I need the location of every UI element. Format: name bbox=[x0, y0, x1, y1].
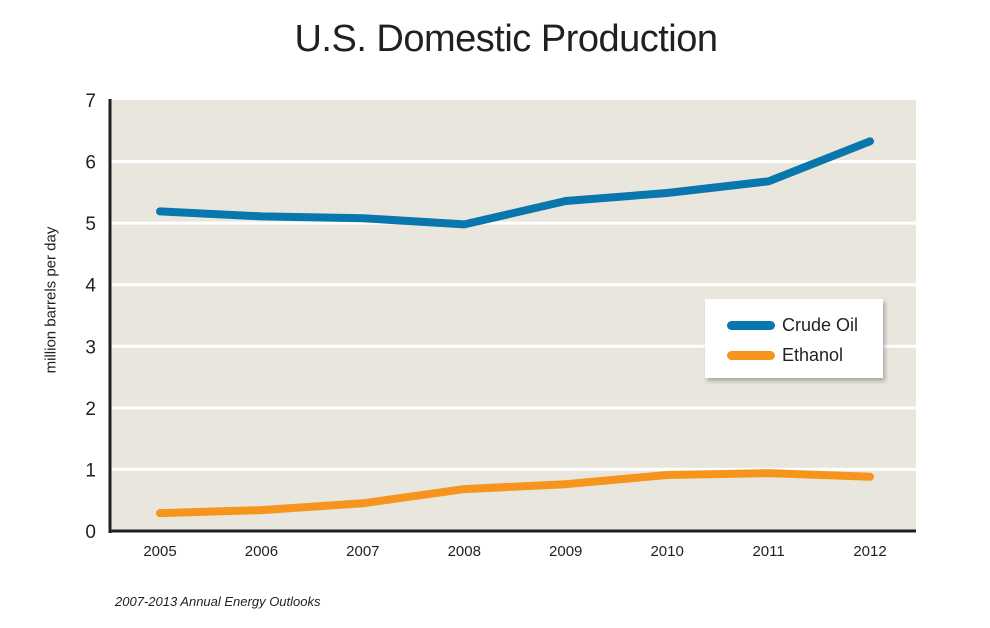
legend-item-ethanol: Ethanol bbox=[727, 345, 843, 365]
x-tick-label-2010: 2010 bbox=[650, 543, 683, 560]
series-line-ethanol bbox=[156, 469, 874, 518]
y-tick-label-4: 4 bbox=[85, 276, 96, 297]
x-tick-label-2011: 2011 bbox=[752, 543, 784, 560]
chart-title: U.S. Domestic Production bbox=[294, 18, 718, 60]
x-tick-label-2007: 2007 bbox=[346, 543, 379, 560]
legend-swatch-ethanol bbox=[727, 350, 775, 360]
legend: Crude Oil Ethanol bbox=[705, 299, 883, 378]
y-tick-label-7: 7 bbox=[85, 91, 96, 112]
source-note: 2007-2013 Annual Energy Outlooks bbox=[115, 594, 321, 609]
y-tick-label-5: 5 bbox=[85, 214, 96, 235]
legend-item-crude-oil: Crude Oil bbox=[727, 315, 858, 335]
series-line-crude-oil bbox=[156, 137, 874, 229]
y-tick-label-3: 3 bbox=[85, 337, 96, 358]
y-tick-label-1: 1 bbox=[85, 460, 96, 481]
x-tick-label-2012: 2012 bbox=[853, 543, 886, 560]
y-tick-label-6: 6 bbox=[85, 153, 96, 174]
x-tick-label-2005: 2005 bbox=[143, 543, 176, 560]
y-tick-label-0: 0 bbox=[85, 522, 96, 543]
x-tick-label-2008: 2008 bbox=[448, 543, 481, 560]
x-tick-label-2009: 2009 bbox=[549, 543, 582, 560]
legend-label-ethanol: Ethanol bbox=[782, 344, 844, 365]
legend-label-crude-oil: Crude Oil bbox=[782, 314, 859, 335]
y-tick-label-2: 2 bbox=[85, 399, 96, 420]
legend-swatch-crude-oil bbox=[727, 320, 775, 330]
x-tick-label-2006: 2006 bbox=[245, 543, 278, 560]
y-axis-label: million barrels per day bbox=[42, 226, 60, 374]
